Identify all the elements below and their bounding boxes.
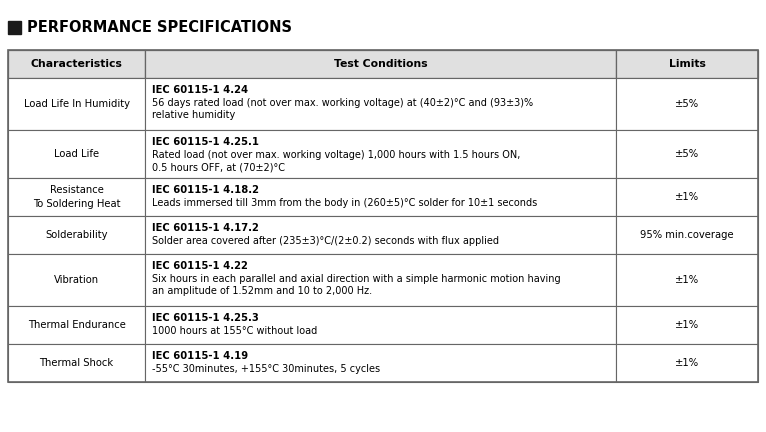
Bar	[617, 130, 758, 178]
Text: Solderability: Solderability	[45, 230, 108, 240]
Text: IEC 60115-1 4.19: IEC 60115-1 4.19	[152, 351, 248, 361]
Text: ±1%: ±1%	[675, 320, 699, 330]
Bar	[617, 216, 758, 254]
Text: 1000 hours at 155°C without load: 1000 hours at 155°C without load	[152, 325, 317, 336]
Text: -55°C 30minutes, +155°C 30minutes, 5 cycles: -55°C 30minutes, +155°C 30minutes, 5 cyc…	[152, 363, 381, 374]
Bar	[8, 20, 21, 34]
Bar	[8, 130, 146, 178]
Text: ±5%: ±5%	[675, 149, 699, 159]
Bar	[146, 130, 617, 178]
Bar	[8, 254, 146, 306]
Text: Load Life In Humidity: Load Life In Humidity	[24, 99, 129, 109]
Bar	[146, 254, 617, 306]
Bar	[146, 344, 617, 382]
Bar	[8, 216, 146, 254]
Bar	[146, 178, 617, 216]
Text: Resistance
To Soldering Heat: Resistance To Soldering Heat	[33, 185, 120, 209]
Text: ±1%: ±1%	[675, 275, 699, 285]
Text: Load Life: Load Life	[54, 149, 99, 159]
Text: Thermal Endurance: Thermal Endurance	[28, 320, 126, 330]
Bar	[8, 78, 146, 130]
Text: ±1%: ±1%	[675, 358, 699, 368]
Bar	[8, 344, 146, 382]
Text: PERFORMANCE SPECIFICATIONS: PERFORMANCE SPECIFICATIONS	[27, 19, 292, 35]
Text: Thermal Shock: Thermal Shock	[40, 358, 113, 368]
Text: Rated load (not over max. working voltage) 1,000 hours with 1.5 hours ON,
0.5 ho: Rated load (not over max. working voltag…	[152, 149, 521, 172]
Bar	[617, 78, 758, 130]
Text: IEC 60115-1 4.24: IEC 60115-1 4.24	[152, 85, 248, 95]
Bar	[617, 50, 758, 78]
Text: IEC 60115-1 4.25.3: IEC 60115-1 4.25.3	[152, 313, 259, 323]
Text: IEC 60115-1 4.17.2: IEC 60115-1 4.17.2	[152, 223, 259, 233]
Bar	[146, 216, 617, 254]
Text: Test Conditions: Test Conditions	[334, 59, 427, 69]
Bar	[617, 306, 758, 344]
Bar	[617, 254, 758, 306]
Text: IEC 60115-1 4.22: IEC 60115-1 4.22	[152, 261, 248, 271]
Text: IEC 60115-1 4.25.1: IEC 60115-1 4.25.1	[152, 137, 259, 147]
Bar	[146, 306, 617, 344]
Text: Leads immersed till 3mm from the body in (260±5)°C solder for 10±1 seconds: Leads immersed till 3mm from the body in…	[152, 197, 538, 207]
Text: IEC 60115-1 4.18.2: IEC 60115-1 4.18.2	[152, 185, 259, 195]
Bar	[8, 306, 146, 344]
Bar	[8, 178, 146, 216]
Text: Solder area covered after (235±3)°C/(2±0.2) seconds with flux applied: Solder area covered after (235±3)°C/(2±0…	[152, 235, 499, 245]
Text: ±5%: ±5%	[675, 99, 699, 109]
Bar	[146, 50, 617, 78]
Bar	[146, 78, 617, 130]
Text: Six hours in each parallel and axial direction with a simple harmonic motion hav: Six hours in each parallel and axial dir…	[152, 273, 561, 296]
Text: Limits: Limits	[669, 59, 705, 69]
Bar	[8, 50, 758, 382]
Text: Characteristics: Characteristics	[31, 59, 123, 69]
Text: 56 days rated load (not over max. working voltage) at (40±2)°C and (93±3)%
relat: 56 days rated load (not over max. workin…	[152, 98, 533, 120]
Bar	[8, 50, 146, 78]
Text: 95% min.coverage: 95% min.coverage	[640, 230, 734, 240]
Bar	[617, 178, 758, 216]
Bar	[617, 344, 758, 382]
Text: ±1%: ±1%	[675, 192, 699, 202]
Text: Vibration: Vibration	[54, 275, 99, 285]
